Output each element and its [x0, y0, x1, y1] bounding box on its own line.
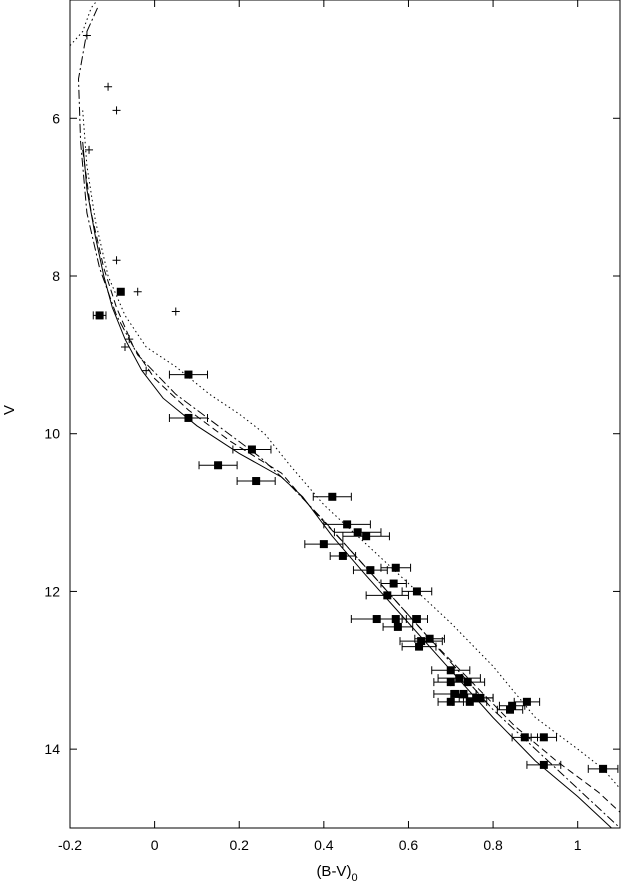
data-point-plus — [104, 82, 113, 91]
x-tick-label: 0.6 — [399, 837, 419, 853]
data-point-square — [599, 764, 608, 773]
data-point-square — [446, 678, 455, 687]
data-point-square — [328, 492, 337, 501]
data-point-plus — [142, 366, 151, 375]
y-tick-label: 14 — [44, 741, 60, 757]
data-point-square — [116, 287, 125, 296]
data-point-square — [465, 697, 474, 706]
data-point-plus — [112, 106, 121, 115]
y-tick-label: 6 — [52, 110, 60, 126]
data-point-square — [393, 622, 402, 631]
curves — [70, 0, 620, 828]
data-point-square — [522, 697, 531, 706]
data-point-square — [372, 615, 381, 624]
curve-dot-dash — [77, 7, 620, 828]
data-point-square — [362, 532, 371, 541]
data-point-plus — [121, 342, 129, 351]
data-point-square — [389, 579, 398, 588]
plot-frame — [69, 0, 621, 829]
data-point-plus — [82, 31, 91, 40]
data-point-square — [247, 445, 256, 454]
data-point-square — [343, 520, 352, 529]
data-point-plus — [171, 307, 180, 316]
data-point-plus — [85, 145, 94, 154]
x-tick-label: 0.4 — [314, 837, 334, 853]
data-point-square — [455, 674, 464, 683]
data-point-plus — [112, 256, 121, 265]
data-point-square — [539, 760, 548, 769]
data-point-plus — [125, 335, 134, 344]
data-point-square — [472, 693, 481, 702]
y-tick-label: 10 — [44, 426, 60, 442]
curve-dotted — [82, 110, 620, 789]
data-point-square — [353, 528, 362, 537]
y-tick-label: 12 — [44, 583, 60, 599]
data-point-square — [446, 666, 455, 675]
x-tick-label: -0.2 — [58, 837, 82, 853]
x-tick-label: 0.8 — [483, 837, 503, 853]
data-point-square — [319, 540, 328, 549]
data-point-square — [95, 311, 104, 320]
data-point-square — [463, 678, 472, 687]
x-axis: -0.2 0 0.2 0.4 0.6 0.8 1 — [58, 0, 582, 853]
plot-area-border — [69, 0, 621, 829]
data-point-square — [252, 477, 261, 486]
curve-dotted — [70, 0, 98, 47]
x-axis-title-main: (B-V) — [316, 863, 351, 880]
y-axis: 6 8 10 12 14 — [44, 110, 620, 757]
data-point-square — [425, 634, 434, 643]
y-tick-label: 8 — [52, 268, 60, 284]
data-point-square — [451, 689, 459, 698]
data-point-square — [391, 615, 400, 624]
data-point-square — [415, 642, 424, 651]
data-point-square — [366, 566, 375, 575]
data-point-square — [184, 370, 193, 379]
data-points — [82, 31, 608, 773]
error-bars — [92, 311, 619, 773]
data-point-square — [338, 551, 347, 560]
data-point-square — [506, 705, 514, 714]
curve-dashed — [82, 149, 620, 813]
data-point-square — [539, 733, 548, 742]
y-axis-title: V — [1, 405, 18, 415]
data-point-square — [383, 591, 392, 600]
data-point-square — [412, 587, 421, 596]
x-tick-label: 0 — [151, 837, 159, 853]
data-point-square — [184, 413, 193, 422]
data-point-square — [391, 563, 400, 572]
data-point-square — [520, 733, 529, 742]
data-point-plus — [133, 287, 142, 296]
data-point-square — [459, 689, 468, 698]
x-axis-title: (B-V)0 — [316, 863, 357, 884]
data-point-square — [214, 461, 223, 470]
data-point-square — [446, 697, 455, 706]
x-tick-label: 0.2 — [229, 837, 249, 853]
x-axis-title-subscript: 0 — [351, 872, 357, 884]
curve-solid — [82, 141, 612, 828]
data-point-square — [476, 693, 485, 702]
x-tick-label: 1 — [574, 837, 582, 853]
data-point-square — [417, 637, 426, 646]
data-point-square — [412, 615, 421, 624]
